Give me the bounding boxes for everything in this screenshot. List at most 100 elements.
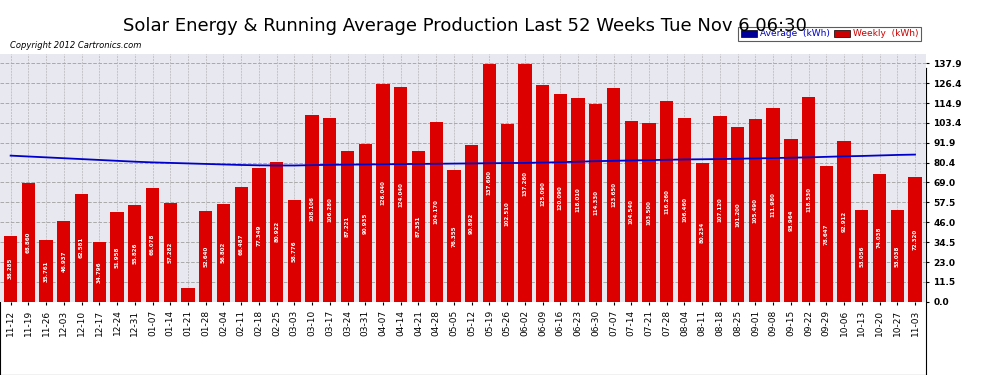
Bar [518, 64, 532, 302]
Bar [128, 205, 142, 302]
Bar [111, 212, 124, 302]
Text: 107.120: 107.120 [718, 197, 723, 222]
Text: 51.958: 51.958 [115, 246, 120, 268]
Text: 46.937: 46.937 [61, 251, 66, 272]
Bar [288, 200, 301, 302]
Bar [93, 242, 106, 302]
Text: 58.776: 58.776 [292, 240, 297, 262]
Bar [199, 211, 212, 302]
Bar [181, 288, 195, 302]
Text: 53.056: 53.056 [859, 245, 864, 267]
Bar [40, 240, 52, 302]
Bar [731, 127, 744, 302]
Bar [57, 220, 70, 302]
Text: 126.040: 126.040 [380, 180, 385, 205]
Text: 55.826: 55.826 [133, 243, 138, 264]
Bar [146, 188, 159, 302]
Bar [909, 177, 922, 302]
Bar [465, 144, 478, 302]
Text: 103.500: 103.500 [646, 200, 651, 225]
Text: 92.912: 92.912 [842, 211, 846, 232]
Text: 68.860: 68.860 [26, 232, 31, 253]
Bar [75, 194, 88, 302]
Text: 116.260: 116.260 [664, 189, 669, 214]
Bar [714, 117, 727, 302]
Bar [855, 210, 868, 302]
Bar [643, 123, 655, 302]
Bar [217, 204, 230, 302]
Bar [838, 141, 850, 302]
Text: 38.285: 38.285 [8, 258, 13, 279]
Text: 35.761: 35.761 [44, 260, 49, 282]
Text: 120.090: 120.090 [557, 186, 563, 210]
Bar [447, 170, 460, 302]
Bar [536, 86, 549, 302]
Text: 53.038: 53.038 [895, 245, 900, 267]
Bar [766, 108, 780, 302]
Bar [235, 187, 248, 302]
Text: 137.600: 137.600 [487, 170, 492, 195]
Text: 90.892: 90.892 [469, 213, 474, 234]
Bar [784, 139, 798, 302]
Text: Copyright 2012 Cartronics.com: Copyright 2012 Cartronics.com [10, 41, 142, 50]
Bar [571, 98, 585, 302]
Text: 108.106: 108.106 [310, 196, 315, 221]
Legend: Average  (kWh), Weekly  (kWh): Average (kWh), Weekly (kWh) [738, 27, 921, 41]
Text: 104.170: 104.170 [434, 199, 439, 224]
Text: 105.490: 105.490 [753, 198, 758, 223]
Bar [678, 118, 691, 302]
Bar [4, 236, 17, 302]
Bar [873, 174, 886, 302]
Bar [625, 121, 638, 302]
Text: 118.530: 118.530 [806, 187, 811, 212]
Bar [252, 168, 265, 302]
Bar [394, 87, 408, 302]
Text: 102.510: 102.510 [505, 201, 510, 225]
Bar [820, 166, 833, 302]
Text: 106.460: 106.460 [682, 197, 687, 222]
Text: 56.802: 56.802 [221, 242, 226, 263]
Bar [553, 94, 567, 302]
Text: 124.040: 124.040 [398, 182, 403, 207]
Text: 90.935: 90.935 [362, 213, 368, 234]
Bar [802, 97, 815, 302]
Bar [891, 210, 904, 302]
Text: 66.487: 66.487 [239, 234, 244, 255]
Bar [306, 115, 319, 302]
Bar [22, 183, 35, 302]
Text: 93.964: 93.964 [788, 210, 793, 231]
Text: 118.010: 118.010 [575, 188, 580, 212]
Text: 106.280: 106.280 [328, 198, 333, 222]
Text: 78.647: 78.647 [824, 223, 829, 245]
Bar [358, 144, 372, 302]
Bar [323, 118, 337, 302]
Bar [501, 124, 514, 302]
Bar [270, 162, 283, 302]
Bar [430, 122, 443, 302]
Bar [376, 84, 390, 302]
Text: 104.540: 104.540 [629, 199, 634, 224]
Text: 57.282: 57.282 [167, 242, 172, 263]
Bar [412, 151, 425, 302]
Text: 72.320: 72.320 [913, 229, 918, 250]
Bar [748, 119, 762, 302]
Text: 66.078: 66.078 [150, 234, 155, 255]
Text: 137.260: 137.260 [523, 171, 528, 196]
Bar [607, 88, 620, 302]
Bar [696, 163, 709, 302]
Text: 34.796: 34.796 [97, 261, 102, 282]
Text: 74.038: 74.038 [877, 227, 882, 249]
Bar [341, 151, 354, 302]
Text: 76.355: 76.355 [451, 225, 456, 246]
Bar [483, 64, 496, 302]
Text: 101.200: 101.200 [736, 202, 741, 226]
Text: 80.234: 80.234 [700, 222, 705, 243]
Text: 77.349: 77.349 [256, 224, 261, 246]
Text: 123.650: 123.650 [611, 182, 616, 207]
Text: Solar Energy & Running Average Production Last 52 Weeks Tue Nov 6 06:30: Solar Energy & Running Average Productio… [124, 17, 807, 35]
Text: 114.330: 114.330 [593, 190, 598, 215]
Text: 111.980: 111.980 [770, 192, 775, 217]
Text: 87.221: 87.221 [346, 216, 350, 237]
Text: 52.640: 52.640 [203, 246, 208, 267]
Text: 87.351: 87.351 [416, 216, 421, 237]
